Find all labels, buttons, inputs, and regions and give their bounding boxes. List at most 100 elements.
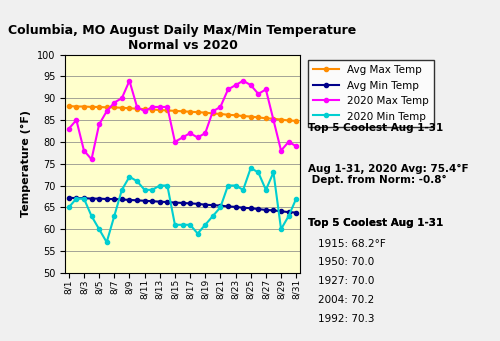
Text: Aug 1-31, 2020 Avg: 75.4°F
 Dept. from Norm: -0.8°: Aug 1-31, 2020 Avg: 75.4°F Dept. from No…	[308, 164, 468, 186]
Avg Max Temp	[104, 105, 110, 109]
Avg Max Temp	[202, 110, 208, 115]
Avg Min Temp	[134, 198, 140, 203]
2020 Max Temp	[278, 149, 284, 153]
Text: 1992: 70.3: 1992: 70.3	[318, 314, 374, 324]
2020 Max Temp	[112, 101, 117, 105]
Avg Max Temp	[194, 110, 200, 114]
2020 Max Temp	[263, 87, 269, 91]
2020 Min Temp	[187, 223, 193, 227]
2020 Min Temp	[286, 214, 292, 218]
2020 Max Temp	[187, 131, 193, 135]
Avg Max Temp	[210, 112, 216, 116]
2020 Min Temp	[112, 214, 117, 218]
Avg Min Temp	[149, 199, 155, 203]
2020 Max Temp	[240, 79, 246, 83]
2020 Max Temp	[180, 135, 186, 139]
2020 Min Temp	[104, 240, 110, 244]
Avg Max Temp	[96, 105, 102, 109]
Avg Max Temp	[134, 107, 140, 111]
2020 Min Temp	[149, 188, 155, 192]
Text: 1927: 70.0: 1927: 70.0	[318, 276, 374, 286]
Avg Max Temp	[142, 107, 148, 111]
Avg Min Temp	[112, 197, 117, 201]
Title: Columbia, MO August Daily Max/Min Temperature
Normal vs 2020: Columbia, MO August Daily Max/Min Temper…	[8, 24, 356, 52]
Text: Top 5 Coolest Aug 1-31: Top 5 Coolest Aug 1-31	[308, 218, 443, 228]
2020 Max Temp	[210, 109, 216, 113]
2020 Min Temp	[172, 223, 178, 227]
2020 Min Temp	[96, 227, 102, 231]
2020 Min Temp	[164, 183, 170, 188]
Avg Min Temp	[293, 210, 299, 214]
Avg Min Temp	[232, 205, 238, 209]
Avg Min Temp	[172, 201, 178, 205]
2020 Max Temp	[218, 105, 224, 109]
Legend: Avg Max Temp, Avg Min Temp, 2020 Max Temp, 2020 Min Temp: Avg Max Temp, Avg Min Temp, 2020 Max Tem…	[308, 60, 434, 127]
Avg Max Temp	[88, 105, 94, 109]
Avg Min Temp	[225, 204, 231, 208]
Avg Min Temp	[278, 209, 284, 213]
2020 Max Temp	[172, 140, 178, 144]
Avg Max Temp	[263, 116, 269, 120]
Avg Min Temp	[263, 208, 269, 212]
Avg Max Temp	[74, 104, 80, 108]
Avg Min Temp	[104, 197, 110, 201]
Avg Min Temp	[194, 202, 200, 206]
Avg Min Temp	[202, 203, 208, 207]
2020 Max Temp	[270, 118, 276, 122]
Avg Max Temp	[149, 107, 155, 112]
Text: Top 5 Coolest Aug 1-31: Top 5 Coolest Aug 1-31	[308, 218, 443, 228]
Avg Max Temp	[81, 104, 87, 108]
2020 Min Temp	[74, 196, 80, 201]
Avg Min Temp	[286, 210, 292, 214]
2020 Max Temp	[74, 118, 80, 122]
Avg Min Temp	[126, 198, 132, 202]
Avg Max Temp	[286, 118, 292, 122]
2020 Min Temp	[293, 196, 299, 201]
Text: Top 5 Coolest Aug 1-31: Top 5 Coolest Aug 1-31	[308, 123, 443, 133]
Avg Min Temp	[187, 201, 193, 205]
2020 Min Temp	[225, 183, 231, 188]
2020 Min Temp	[119, 188, 125, 192]
Avg Min Temp	[74, 196, 80, 200]
2020 Max Temp	[232, 83, 238, 87]
2020 Max Temp	[256, 92, 262, 96]
Avg Min Temp	[119, 197, 125, 202]
Line: 2020 Min Temp: 2020 Min Temp	[66, 166, 298, 244]
2020 Max Temp	[157, 105, 163, 109]
Avg Max Temp	[172, 109, 178, 113]
Avg Max Temp	[293, 119, 299, 123]
2020 Max Temp	[164, 105, 170, 109]
2020 Min Temp	[270, 170, 276, 175]
2020 Max Temp	[134, 105, 140, 109]
Avg Max Temp	[112, 105, 117, 109]
2020 Max Temp	[194, 135, 200, 139]
Avg Min Temp	[164, 200, 170, 204]
Avg Min Temp	[142, 199, 148, 203]
Text: 1950: 70.0: 1950: 70.0	[318, 257, 374, 267]
Avg Min Temp	[66, 196, 72, 200]
Avg Min Temp	[157, 199, 163, 204]
Avg Max Temp	[66, 104, 72, 108]
2020 Max Temp	[104, 109, 110, 113]
2020 Min Temp	[81, 196, 87, 201]
2020 Min Temp	[157, 183, 163, 188]
2020 Min Temp	[218, 205, 224, 209]
Avg Max Temp	[256, 115, 262, 119]
2020 Min Temp	[210, 214, 216, 218]
2020 Min Temp	[142, 188, 148, 192]
2020 Min Temp	[194, 232, 200, 236]
2020 Min Temp	[278, 227, 284, 231]
Avg Max Temp	[278, 118, 284, 122]
Avg Min Temp	[81, 196, 87, 200]
2020 Min Temp	[248, 166, 254, 170]
2020 Max Temp	[286, 140, 292, 144]
2020 Max Temp	[202, 131, 208, 135]
2020 Min Temp	[263, 188, 269, 192]
Avg Max Temp	[225, 113, 231, 117]
Line: 2020 Max Temp: 2020 Max Temp	[66, 79, 298, 161]
Avg Min Temp	[240, 206, 246, 210]
Avg Max Temp	[248, 115, 254, 119]
Avg Max Temp	[119, 106, 125, 110]
2020 Max Temp	[119, 96, 125, 100]
Text: 1915: 68.2°F: 1915: 68.2°F	[318, 239, 385, 249]
